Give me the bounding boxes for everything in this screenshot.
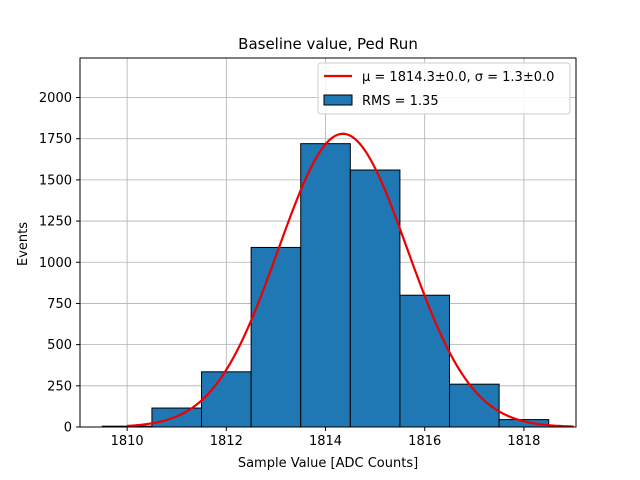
y-tick-label: 500 (47, 338, 72, 353)
histogram-bar (300, 143, 351, 428)
histogram-bar (201, 371, 252, 428)
y-tick-label: 1000 (39, 256, 72, 271)
chart-title: Baseline value, Ped Run (238, 35, 418, 53)
x-axis-label: Sample Value [ADC Counts] (238, 456, 418, 471)
y-tick-label: 0 (64, 421, 72, 436)
legend: μ = 1814.3±0.0, σ = 1.3±0.0 RMS = 1.35 (317, 62, 571, 115)
plot-area: 1810 1812 1814 1816 1818 0 250 500 750 1000 1250 15… (39, 57, 577, 449)
gaussian-fit-line (127, 132, 574, 428)
x-tick-label: 1812 (210, 434, 243, 449)
x-tick-label: 1810 (111, 434, 144, 449)
legend-entry-label: RMS = 1.35 (362, 94, 439, 109)
y-tick-label: 1500 (39, 173, 72, 188)
y-tick-label: 750 (47, 297, 72, 312)
x-tick-label: 1814 (309, 434, 342, 449)
x-tick-label: 1816 (408, 434, 441, 449)
y-tick-label: 250 (47, 379, 72, 394)
axes-frame (79, 57, 577, 428)
y-tick-label: 1250 (39, 215, 72, 230)
histogram-bar (399, 294, 451, 428)
x-tick-label: 1818 (507, 434, 540, 449)
histogram-bar (250, 246, 302, 428)
legend-entry-label: μ = 1814.3±0.0, σ = 1.3±0.0 (362, 70, 554, 85)
legend-box (317, 62, 571, 115)
y-axis-label: Events (16, 222, 31, 266)
y-tick-label: 1750 (39, 132, 72, 147)
legend-patch-swatch (323, 94, 353, 106)
y-tick-label: 2000 (39, 91, 72, 106)
